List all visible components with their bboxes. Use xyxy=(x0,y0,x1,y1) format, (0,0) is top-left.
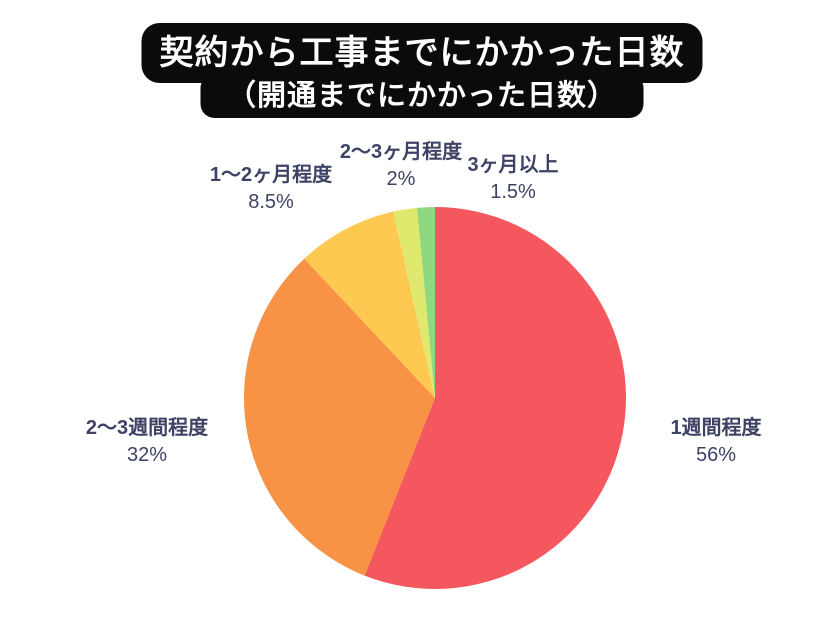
pie-label-percent: 56% xyxy=(695,444,737,466)
pie-label-text: 2〜3ヶ月程度 xyxy=(339,141,463,163)
pie-slice-1 xyxy=(243,258,435,576)
pie-label-2-3weeks: 2〜3週間程度 32% xyxy=(86,415,208,469)
pie-label-percent: 1.5% xyxy=(490,181,536,203)
pie-slice-0 xyxy=(364,207,626,590)
pie-slice-4 xyxy=(417,207,435,398)
pie-label-percent: 32% xyxy=(126,444,168,466)
pie-label-2-3months: 2〜3ヶ月程度 2% xyxy=(340,139,462,193)
chart-title: 契約から工事までにかかった日数 xyxy=(141,23,703,83)
pie-label-text: 1週間程度 xyxy=(670,417,762,439)
pie-label-1-2months: 1〜2ヶ月程度 8.5% xyxy=(210,162,332,216)
pie-label-percent: 2% xyxy=(386,168,416,190)
pie-slice-2 xyxy=(304,211,435,398)
chart-title-block: 契約から工事までにかかった日数 （開通までにかかった日数） xyxy=(141,23,703,118)
pie-label-text: 1〜2ヶ月程度 xyxy=(209,164,333,186)
pie-slice-3 xyxy=(393,207,435,398)
pie-label-percent: 8.5% xyxy=(248,191,294,213)
pie-label-text: 2〜3週間程度 xyxy=(85,417,209,439)
pie-label-1week: 1週間程度 56% xyxy=(670,415,761,469)
chart-subtitle: （開通までにかかった日数） xyxy=(200,74,643,118)
pie-label-3months-plus: 3ヶ月以上 1.5% xyxy=(467,152,558,206)
pie-label-text: 3ヶ月以上 xyxy=(467,154,559,176)
